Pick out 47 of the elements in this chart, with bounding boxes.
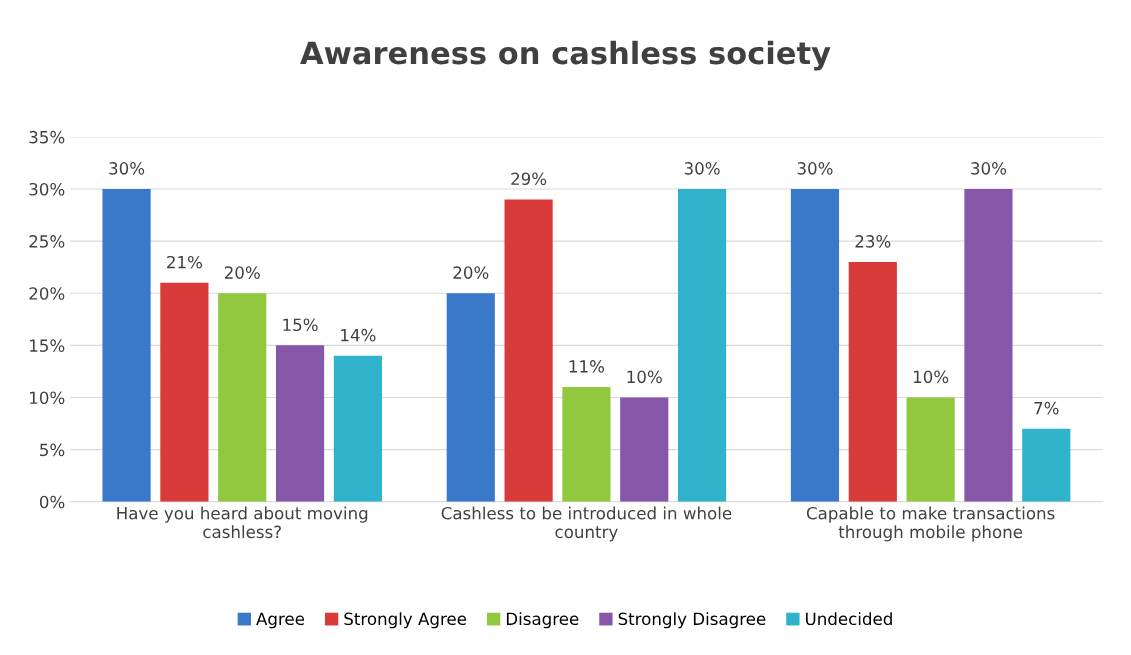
legend-label: Agree — [256, 612, 305, 629]
data-label: 30% — [797, 162, 833, 175]
data-label: 30% — [109, 162, 145, 175]
bar — [562, 387, 611, 502]
bar — [620, 397, 669, 502]
bar — [218, 293, 267, 502]
data-label: 20% — [224, 266, 260, 279]
legend-label: Strongly Disagree — [618, 612, 766, 629]
bar — [160, 282, 209, 502]
y-tick-label: 25% — [29, 235, 65, 248]
bar — [446, 293, 495, 502]
bar — [790, 189, 840, 502]
y-tick-label: 15% — [30, 339, 65, 352]
data-label: 15% — [283, 318, 318, 332]
bar — [333, 355, 382, 502]
bar — [677, 189, 727, 502]
legend-label: Undecided — [806, 612, 892, 626]
data-label: 14% — [341, 328, 376, 342]
y-tick-label: 20% — [29, 287, 65, 300]
data-label: 30% — [684, 162, 720, 175]
y-tick-label: 30% — [29, 182, 65, 196]
bar — [275, 345, 325, 502]
bar — [964, 189, 1013, 502]
x-tick-label: Capable to make transactions through mobile phone — [806, 506, 1055, 542]
data-label: 21% — [167, 255, 202, 269]
data-label: 23% — [855, 235, 891, 248]
y-tick-label: 10% — [30, 391, 65, 405]
bar — [848, 261, 897, 502]
data-label: 20% — [453, 266, 489, 279]
chart-title: Awareness on cashless society — [300, 40, 831, 71]
x-tick-label: Cashless to be introduced in whole country — [441, 506, 732, 542]
y-tick-label: 0% — [39, 495, 65, 509]
data-label: 30% — [971, 162, 1007, 175]
bar — [504, 199, 553, 502]
data-label: 7% — [1034, 401, 1059, 415]
legend-label: Disagree — [506, 612, 579, 629]
bar — [102, 189, 151, 502]
x-tick-label: Have you heard about moving cashless? — [117, 506, 368, 539]
legend-label: Strongly Agree — [344, 612, 467, 629]
data-label: 10% — [627, 370, 662, 384]
y-tick-label: 35% — [29, 130, 65, 144]
data-label: 29% — [511, 172, 547, 186]
bar — [906, 397, 955, 502]
bar — [1022, 428, 1071, 502]
y-tick-label: 5% — [40, 443, 65, 457]
data-label: 11% — [569, 360, 605, 373]
data-label: 10% — [913, 370, 949, 384]
